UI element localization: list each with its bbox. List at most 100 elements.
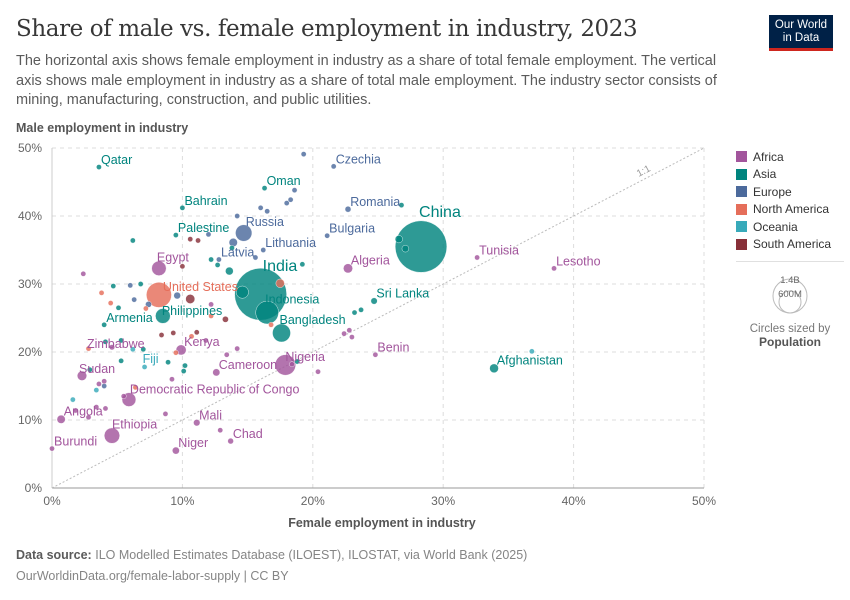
data-point[interactable] [289,361,295,368]
legend-item-north-america[interactable]: North America [736,201,844,219]
data-point[interactable] [287,196,294,203]
data-point[interactable] [101,321,107,328]
data-point[interactable] [151,260,167,276]
data-point[interactable] [77,370,87,381]
data-point[interactable] [346,327,353,334]
data-point[interactable] [205,231,212,238]
data-point[interactable] [344,206,352,213]
data-point[interactable] [217,427,224,434]
data-point[interactable] [234,213,240,219]
data-point[interactable] [234,345,240,352]
data-point[interactable] [343,263,353,274]
source-url[interactable]: OurWorldinData.org/female-labor-supply |… [16,569,289,583]
data-point[interactable] [272,323,291,343]
legend-item-south-america[interactable]: South America [736,236,844,254]
data-point[interactable] [252,254,259,261]
data-point[interactable] [146,282,172,308]
data-point[interactable] [170,330,177,336]
data-point[interactable] [101,378,107,385]
data-point[interactable] [208,256,214,263]
data-point[interactable] [93,404,100,410]
data-point[interactable] [179,205,186,211]
data-point[interactable] [169,376,175,383]
data-point[interactable] [261,185,268,191]
data-point[interactable] [131,296,137,303]
data-point[interactable] [102,338,109,345]
data-point[interactable] [96,381,102,387]
data-point[interactable] [268,321,274,328]
data-point[interactable] [85,345,92,352]
data-point[interactable] [98,290,105,296]
data-point[interactable] [551,265,557,272]
data-point[interactable] [222,316,229,323]
data-point[interactable] [102,405,109,412]
data-point[interactable] [394,235,403,244]
data-point[interactable] [172,446,180,455]
legend-item-asia[interactable]: Asia [736,166,844,184]
data-point[interactable] [137,281,144,287]
data-point[interactable] [173,232,179,238]
data-point[interactable] [72,407,79,414]
data-point[interactable] [330,163,337,170]
data-point[interactable] [216,256,222,263]
data-point[interactable] [370,297,378,305]
data-point[interactable] [214,262,221,268]
data-point[interactable] [264,208,270,215]
data-point[interactable] [203,337,209,344]
data-point[interactable] [80,270,87,277]
legend-item-africa[interactable]: Africa [736,148,844,166]
data-point[interactable] [227,437,234,445]
data-point[interactable] [101,383,107,389]
data-point[interactable] [70,396,76,403]
data-point[interactable] [96,164,102,170]
data-point[interactable] [109,344,115,351]
data-point[interactable] [143,305,149,312]
data-point[interactable] [260,247,267,253]
data-point[interactable] [127,282,134,289]
data-point[interactable] [274,354,296,376]
legend-item-oceania[interactable]: Oceania [736,218,844,236]
data-point[interactable] [398,202,405,208]
data-point[interactable] [223,351,230,358]
data-point[interactable] [283,200,290,206]
data-point[interactable] [185,294,196,304]
data-point[interactable] [115,304,122,311]
data-point[interactable] [349,334,355,340]
data-point[interactable] [489,363,499,373]
data-point[interactable] [195,237,201,244]
data-point[interactable] [158,332,165,338]
data-point[interactable] [229,245,235,251]
data-point[interactable] [93,387,100,393]
data-point[interactable] [182,362,188,369]
data-point[interactable] [341,330,347,337]
data-point[interactable] [140,346,147,353]
data-point[interactable] [351,309,358,316]
data-point[interactable] [372,351,379,358]
data-point[interactable] [141,364,148,370]
data-point[interactable] [120,393,127,400]
data-point[interactable] [324,232,330,239]
data-point[interactable] [104,427,120,444]
data-point[interactable] [225,266,234,276]
data-point[interactable] [165,359,171,366]
data-point[interactable] [300,151,307,157]
data-point[interactable] [299,261,306,268]
data-point[interactable] [155,308,171,324]
data-point[interactable] [275,278,285,288]
data-point[interactable] [130,237,136,244]
data-point[interactable] [193,329,200,336]
data-point[interactable] [107,300,114,306]
data-point[interactable] [118,337,124,344]
data-point[interactable] [162,411,169,417]
data-point[interactable] [529,348,535,355]
data-point[interactable] [187,236,194,242]
data-point[interactable] [235,224,253,242]
legend-item-europe[interactable]: Europe [736,183,844,201]
data-point[interactable] [208,301,214,308]
data-point[interactable] [110,283,117,289]
data-point[interactable] [179,263,186,270]
data-point[interactable] [474,254,480,261]
data-point[interactable] [395,220,448,273]
data-point[interactable] [212,368,221,377]
data-point[interactable] [56,414,66,424]
